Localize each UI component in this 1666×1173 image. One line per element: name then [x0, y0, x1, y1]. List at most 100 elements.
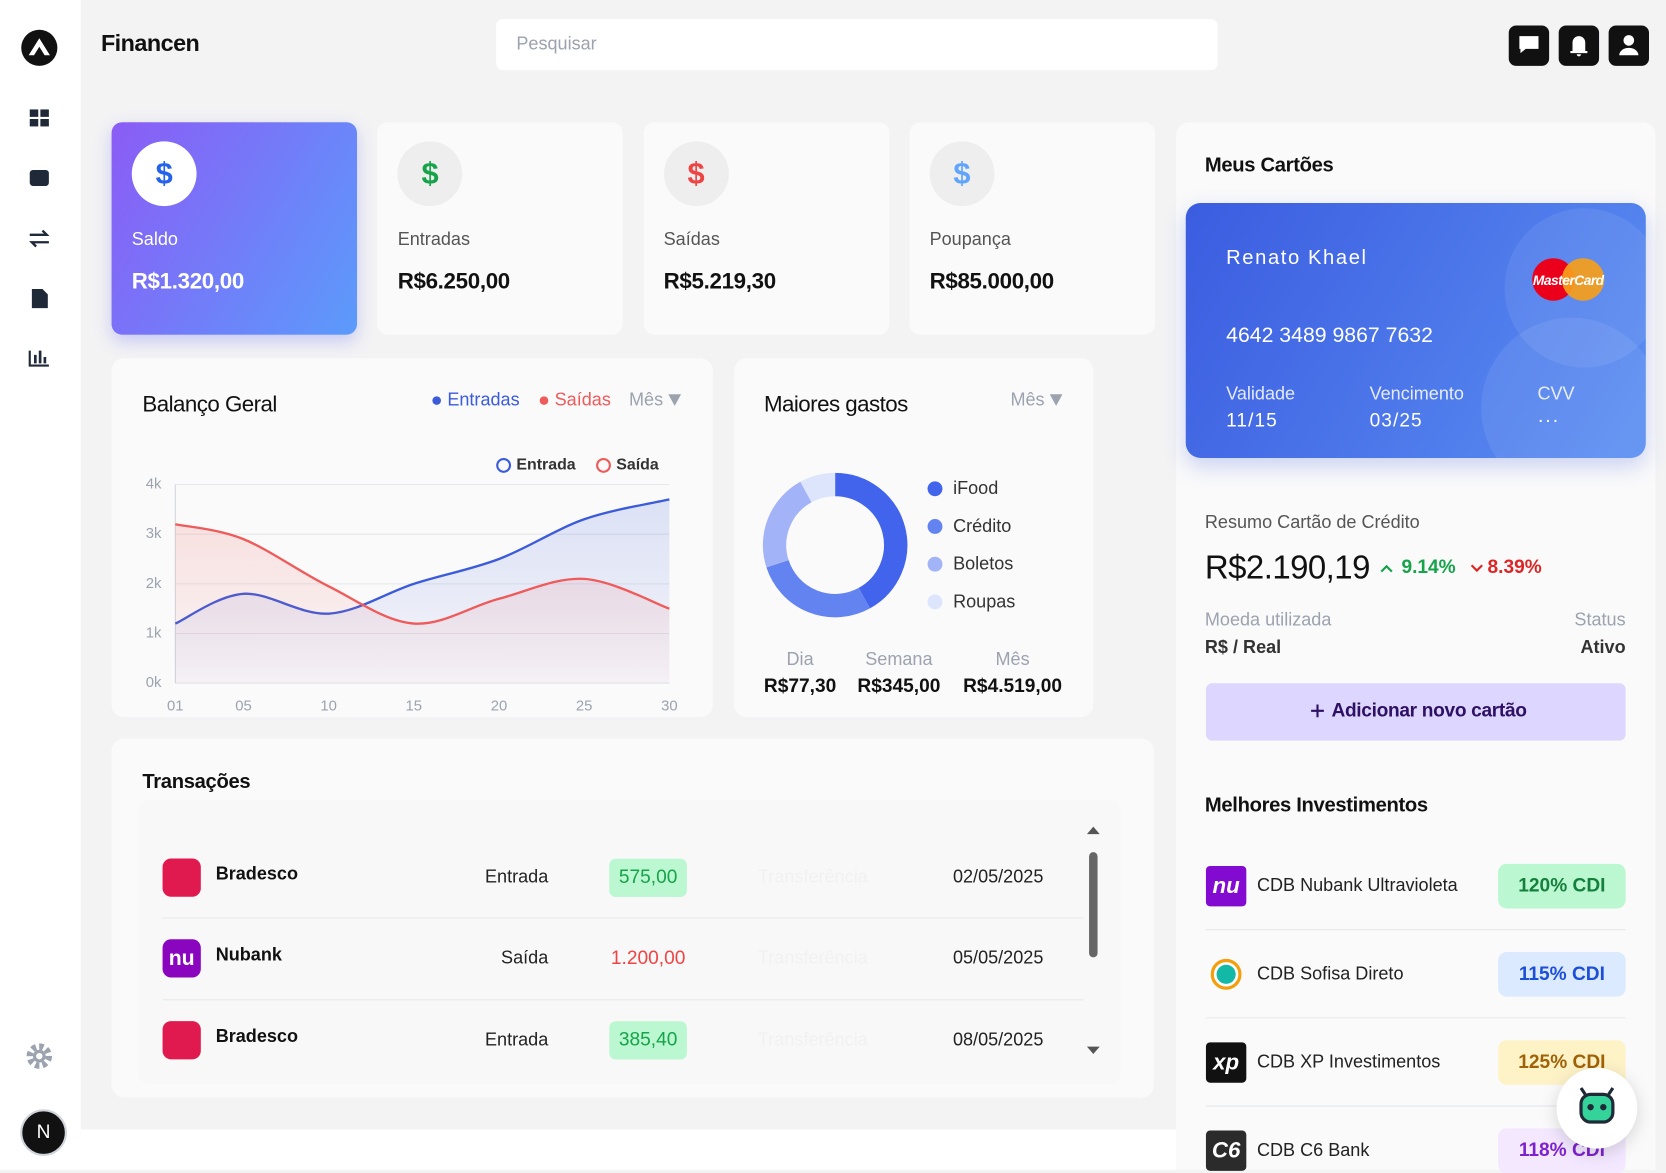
change-down: 8.39% [1487, 555, 1542, 578]
card-field-label: CVV [1537, 383, 1575, 404]
card-amount: R$6.250,00 [397, 269, 511, 294]
nav-reports[interactable] [28, 350, 49, 367]
card-field-value: 11/15 [1226, 409, 1278, 431]
y-tick-label: 4k [146, 476, 162, 492]
investment-logo [1205, 865, 1247, 907]
stat-label: Semana [865, 648, 933, 670]
bank-logo [162, 939, 201, 978]
card-amount: R$85.000,00 [929, 269, 1055, 294]
x-tick-label: 15 [406, 698, 423, 714]
card-icon-circle [929, 141, 995, 207]
nav-reports [38, 350, 42, 364]
assistant-eye [1600, 1103, 1607, 1111]
bell-icon [1570, 36, 1588, 57]
series-line [175, 523, 670, 625]
investment-logo [1205, 1130, 1247, 1171]
scroll-up[interactable] [1086, 826, 1100, 835]
sidebar-icons [20, 29, 67, 1156]
button-label[interactable]: Adicionar novo cartão [1331, 699, 1527, 721]
transaction-date: 02/05/2025 [952, 866, 1044, 887]
nav-dashboard[interactable] [29, 119, 39, 127]
chat-icon [1519, 36, 1539, 54]
sidebar [0, 0, 81, 1170]
chart-legend-marker [496, 457, 512, 473]
legend-dot [927, 556, 943, 572]
x-tick-label: 05 [235, 698, 252, 714]
add-card-button[interactable] [1205, 683, 1626, 741]
transaction-type: Entrada [484, 1029, 549, 1050]
investment-logo-text: nu [1212, 873, 1240, 899]
donut-segment [834, 472, 908, 609]
legend-dot [432, 396, 441, 405]
nav-dashboard[interactable] [40, 109, 49, 117]
search-box[interactable] [496, 19, 1218, 71]
avatar-letter: N [36, 1121, 51, 1143]
x-tick-label: 30 [661, 698, 678, 714]
investment-logo [1216, 964, 1236, 984]
transaction-method: Transferência [757, 947, 868, 968]
bank-name: Bradesco [215, 863, 299, 884]
nav-wallet[interactable] [29, 170, 49, 186]
legend-dot [927, 519, 943, 534]
card-icon: $ [421, 156, 439, 191]
footer-band [80, 1129, 1177, 1170]
card-icon-circle [131, 141, 197, 207]
card-brand: MasterCard [1532, 272, 1604, 289]
section-title: Transações [142, 770, 251, 794]
period-select[interactable]: Mês [629, 389, 664, 410]
investment-name: CDB C6 Bank [1256, 1139, 1370, 1161]
transaction-method: Transferência [757, 866, 868, 887]
bank-name: Nubank [215, 944, 282, 965]
card-label: Poupança [929, 229, 1011, 250]
card-icon: $ [953, 156, 971, 191]
y-tick-label: 2k [146, 576, 162, 592]
x-tick-label: 10 [320, 698, 337, 714]
field-value: Ativo [1580, 637, 1626, 658]
chart-legend-marker [596, 457, 611, 473]
investment-logo-text: xp [1213, 1050, 1240, 1075]
card-label: Saídas [663, 229, 720, 250]
investment-name: CDB Nubank Ultravioleta [1256, 875, 1458, 896]
card-field-label: Validade [1226, 383, 1296, 404]
card-holder: Renato Khael [1226, 247, 1368, 270]
section-title: Melhores Investimentos [1204, 794, 1428, 817]
nav-settings [36, 1052, 43, 1060]
card-icon: $ [155, 156, 173, 191]
dropdown-arrow[interactable] [1049, 394, 1063, 406]
profile-icon [1623, 35, 1635, 46]
x-tick-label: 20 [491, 698, 508, 714]
stat-label: Mês [995, 648, 1030, 670]
avatar[interactable] [20, 1109, 67, 1156]
nav-transfer[interactable] [29, 229, 50, 248]
legend-dot [927, 594, 943, 610]
section-title: Meus Cartões [1204, 154, 1334, 178]
assistant-icon [1579, 1092, 1615, 1124]
transaction-type: Saída [501, 947, 549, 968]
scroll-down[interactable] [1086, 1046, 1100, 1054]
credit-card[interactable] [1185, 202, 1646, 458]
nav-documents[interactable] [31, 289, 48, 309]
nav-reports [43, 357, 47, 364]
misc-icons [162, 258, 1605, 1054]
dropdown-arrow[interactable] [668, 394, 682, 406]
nav-dashboard[interactable] [40, 119, 49, 127]
logo[interactable] [21, 29, 58, 66]
nav-settings[interactable] [26, 1043, 53, 1069]
mastercard-left [1532, 258, 1575, 301]
assistant-eye [1587, 1103, 1594, 1111]
legend-label: Entradas [447, 389, 520, 410]
card-icon: $ [687, 156, 705, 191]
bank-name: Bradesco [215, 1026, 299, 1047]
search-placeholder[interactable]: Pesquisar [516, 33, 597, 54]
card-label: Entradas [397, 229, 470, 250]
donut-segment [766, 559, 870, 618]
app-title: Financen [100, 29, 200, 57]
period-select[interactable]: Mês [1010, 389, 1045, 410]
card-field-value: 03/25 [1369, 409, 1423, 431]
series-area [175, 524, 670, 684]
nav-dashboard[interactable] [29, 109, 39, 117]
scrollbar-thumb[interactable] [1089, 852, 1098, 958]
stat-amount: R$4.519,00 [963, 674, 1063, 697]
rate-badge-text: 120% CDI [1518, 874, 1606, 896]
card-field-value: ··· [1537, 409, 1560, 431]
